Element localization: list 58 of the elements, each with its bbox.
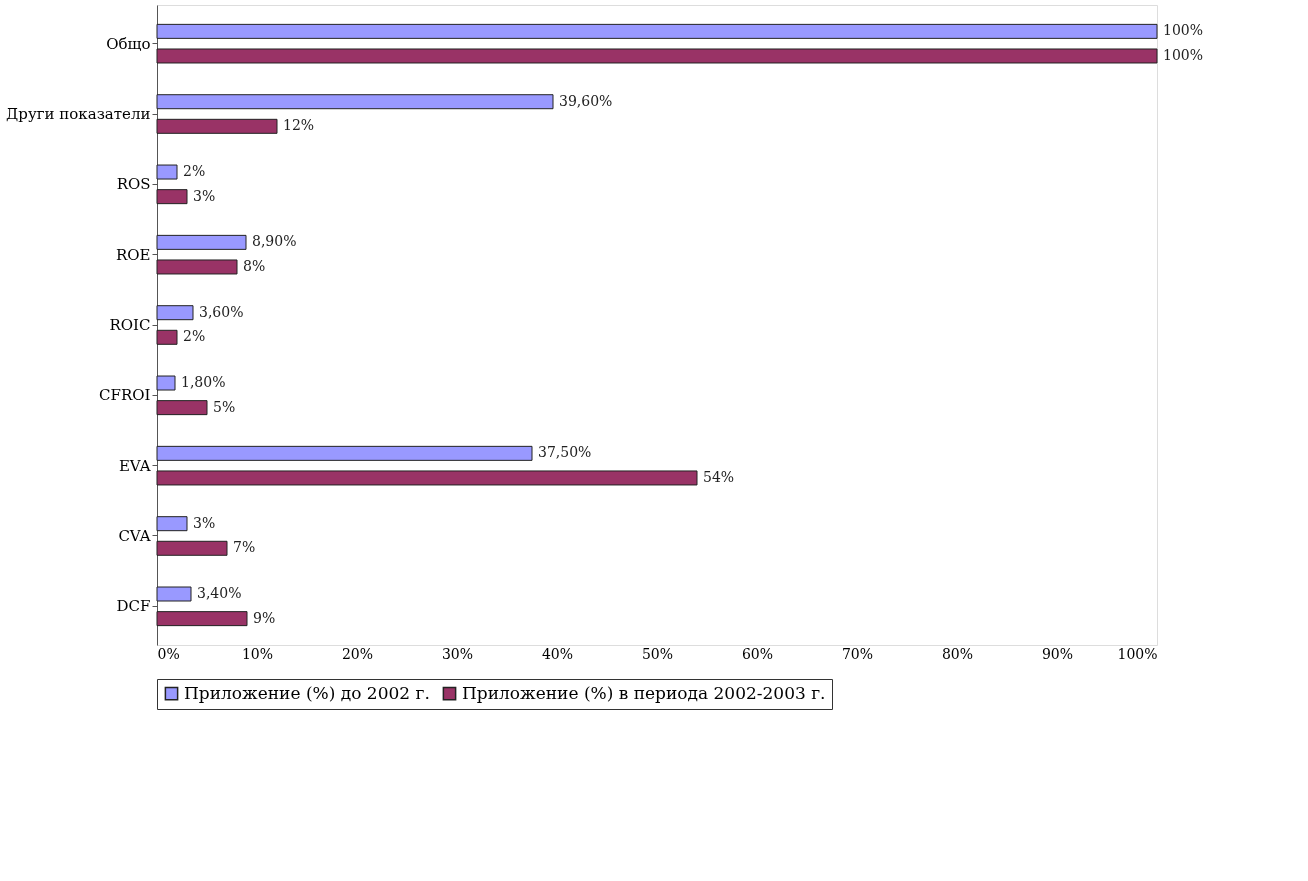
y-tick-label: ROS — [116, 175, 151, 194]
bar — [156, 540, 228, 556]
x-tick-label: 10% — [241, 645, 274, 662]
bar — [156, 470, 698, 486]
data-label: 100% — [1163, 22, 1204, 39]
x-tick-label: 40% — [541, 645, 574, 662]
y-tick-label: CVA — [118, 526, 151, 545]
data-label: 5% — [213, 398, 236, 415]
data-label: 3% — [193, 514, 216, 531]
bar — [156, 375, 176, 391]
x-tick-label: 70% — [841, 645, 874, 662]
x-tick-label: 0% — [157, 645, 180, 662]
y-tick-label: ROIC — [109, 316, 151, 334]
data-label: 3,40% — [197, 585, 242, 602]
x-tick-label: 60% — [741, 645, 774, 662]
data-label: 8,90% — [252, 233, 297, 250]
x-tick-label: 20% — [341, 645, 374, 662]
bar — [156, 94, 554, 110]
bar — [156, 234, 247, 250]
data-label: 12% — [283, 117, 315, 134]
bar — [156, 516, 188, 532]
y-tick-label: CFROI — [99, 386, 151, 405]
bar — [156, 259, 238, 275]
x-tick-label: 90% — [1041, 645, 1074, 662]
data-label: 3,60% — [199, 303, 244, 320]
data-label: 7% — [233, 539, 256, 556]
x-tick-label: 30% — [441, 645, 474, 662]
y-tick-label: ROE — [115, 245, 151, 264]
bar — [156, 445, 533, 461]
y-tick-label: DCF — [116, 597, 151, 616]
bar — [156, 118, 278, 134]
y-tick-label: EVA — [118, 456, 151, 475]
y-tick-label: Общо — [106, 34, 151, 53]
data-label: 2% — [183, 328, 206, 345]
data-label: 2% — [183, 163, 206, 180]
legend-label: Приложение (%) в периода 2002-2003 г. — [462, 682, 826, 703]
data-label: 54% — [703, 468, 735, 485]
bar — [156, 329, 178, 345]
bar — [156, 586, 192, 602]
x-tick-label: 50% — [641, 645, 674, 662]
y-tick-label: Други показатели — [6, 105, 151, 124]
data-label: 9% — [253, 609, 276, 626]
legend-label: Приложение (%) до 2002 г. — [184, 682, 430, 703]
bar — [156, 611, 248, 627]
data-label: 37,50% — [538, 444, 592, 461]
data-label: 8% — [243, 257, 266, 274]
bar — [156, 189, 188, 205]
data-label: 39,60% — [559, 92, 613, 109]
bar — [156, 305, 194, 321]
data-label: 1,80% — [181, 374, 226, 391]
x-tick-label: 100% — [1117, 645, 1158, 662]
data-label: 3% — [193, 187, 216, 204]
bar — [156, 400, 208, 416]
bar — [156, 164, 178, 180]
bar — [156, 23, 1158, 39]
bar — [156, 48, 1158, 64]
x-tick-label: 80% — [941, 645, 974, 662]
data-label: 100% — [1163, 46, 1204, 63]
